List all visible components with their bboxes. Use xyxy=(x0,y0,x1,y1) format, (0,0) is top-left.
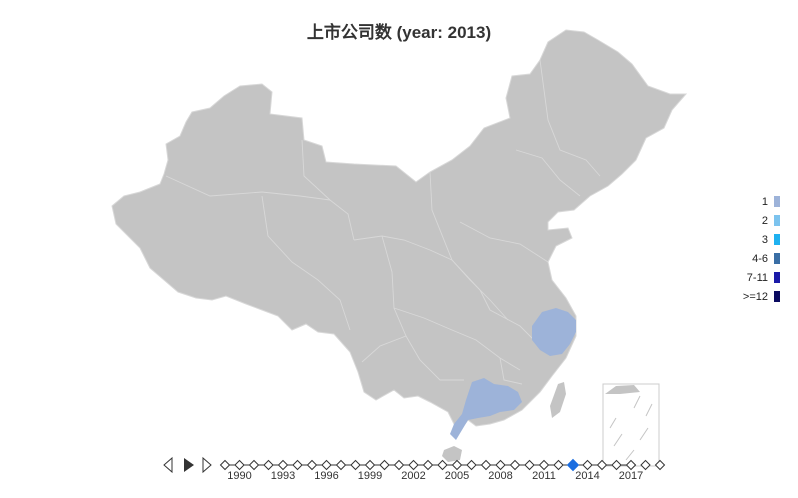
legend-swatch xyxy=(774,291,780,302)
timeline-year-mark[interactable] xyxy=(306,459,318,471)
legend-item-4-6[interactable]: 4-6 xyxy=(730,253,790,272)
timeline-year-mark[interactable] xyxy=(553,459,564,471)
timeline-year-mark[interactable] xyxy=(596,459,608,471)
timeline-year-mark[interactable] xyxy=(234,459,245,471)
legend-item-2[interactable]: 2 xyxy=(730,215,790,234)
timeline-year-mark[interactable] xyxy=(524,459,535,471)
timeline-year-mark[interactable] xyxy=(335,459,347,471)
timeline-year-mark[interactable] xyxy=(321,459,332,471)
timeline-labels: 1990 1993 1996 1999 2002 2005 2008 2011 2014 2017 xyxy=(227,470,643,482)
timeline-year-label: 2014 xyxy=(575,470,599,482)
timeline-year-mark[interactable] xyxy=(451,459,463,471)
south-china-sea-inset xyxy=(602,383,660,467)
timeline-year-mark[interactable] xyxy=(538,459,550,471)
legend-swatch xyxy=(774,234,780,245)
visual-map-legend: 1 2 3 4-6 7-11 >=12 xyxy=(730,196,790,310)
timeline-year-mark[interactable] xyxy=(480,459,492,471)
timeline-year-mark[interactable] xyxy=(248,459,260,471)
prev-icon[interactable] xyxy=(163,456,173,474)
timeline-year-mark[interactable] xyxy=(437,459,448,471)
timeline-year-mark[interactable] xyxy=(611,459,622,471)
timeline-year-mark[interactable] xyxy=(495,459,506,471)
legend-label: >=12 xyxy=(742,291,768,303)
legend-label: 2 xyxy=(761,215,768,227)
timeline-year-label: 1999 xyxy=(358,470,382,482)
timeline-year-label: 2017 xyxy=(619,470,643,482)
legend-label: 1 xyxy=(761,196,768,208)
timeline-year-label: 2005 xyxy=(445,470,469,482)
region-guangdong[interactable] xyxy=(450,378,522,440)
timeline-year-mark[interactable] xyxy=(364,459,376,471)
legend-label: 4-6 xyxy=(752,253,768,265)
timeline-marks xyxy=(219,458,666,472)
timeline-year-mark[interactable] xyxy=(393,459,405,471)
timeline-year-mark[interactable] xyxy=(277,459,289,471)
timeline-current-year[interactable] xyxy=(566,458,580,472)
region-taiwan[interactable] xyxy=(550,382,566,418)
legend-item-7-11[interactable]: 7-11 xyxy=(730,272,790,291)
province-borders xyxy=(165,59,601,385)
timeline: 1990 1993 1996 1999 2002 2005 2008 2011 2014 2017 xyxy=(163,456,666,482)
timeline-year-label: 2008 xyxy=(488,470,512,482)
legend-label: 7-11 xyxy=(746,272,768,284)
timeline-year-label: 1993 xyxy=(271,470,295,482)
timeline-year-mark[interactable] xyxy=(640,459,651,471)
legend-swatch xyxy=(774,196,780,207)
map-title: 上市公司数 (year: 2013) xyxy=(306,23,492,42)
legend-label: 3 xyxy=(761,234,768,246)
china-mainland[interactable] xyxy=(111,29,688,429)
play-icon[interactable] xyxy=(184,458,194,472)
timeline-year-mark[interactable] xyxy=(509,459,521,471)
timeline-year-mark[interactable] xyxy=(582,459,593,471)
timeline-year-mark[interactable] xyxy=(219,459,231,471)
timeline-year-label: 2002 xyxy=(401,470,425,482)
timeline-year-mark[interactable] xyxy=(350,459,361,471)
timeline-year-mark[interactable] xyxy=(422,459,434,471)
timeline-year-mark[interactable] xyxy=(408,459,419,471)
legend-swatch xyxy=(774,253,780,264)
legend-item-12-plus[interactable]: >=12 xyxy=(730,291,790,310)
timeline-year-mark[interactable] xyxy=(654,459,666,471)
region-hainan[interactable] xyxy=(442,446,462,462)
timeline-year-label: 1990 xyxy=(227,470,251,482)
timeline-year-mark[interactable] xyxy=(625,459,637,471)
timeline-year-mark[interactable] xyxy=(263,459,274,471)
timeline-year-label: 2011 xyxy=(532,470,556,482)
region-zhejiang[interactable] xyxy=(532,308,576,356)
legend-item-1[interactable]: 1 xyxy=(730,196,790,215)
next-icon[interactable] xyxy=(202,456,212,474)
timeline-year-mark[interactable] xyxy=(466,459,477,471)
legend-item-3[interactable]: 3 xyxy=(730,234,790,253)
timeline-year-label: 1996 xyxy=(314,470,338,482)
legend-swatch xyxy=(774,272,780,283)
legend-swatch xyxy=(774,215,780,226)
timeline-year-mark[interactable] xyxy=(379,459,390,471)
timeline-year-mark[interactable] xyxy=(292,459,303,471)
